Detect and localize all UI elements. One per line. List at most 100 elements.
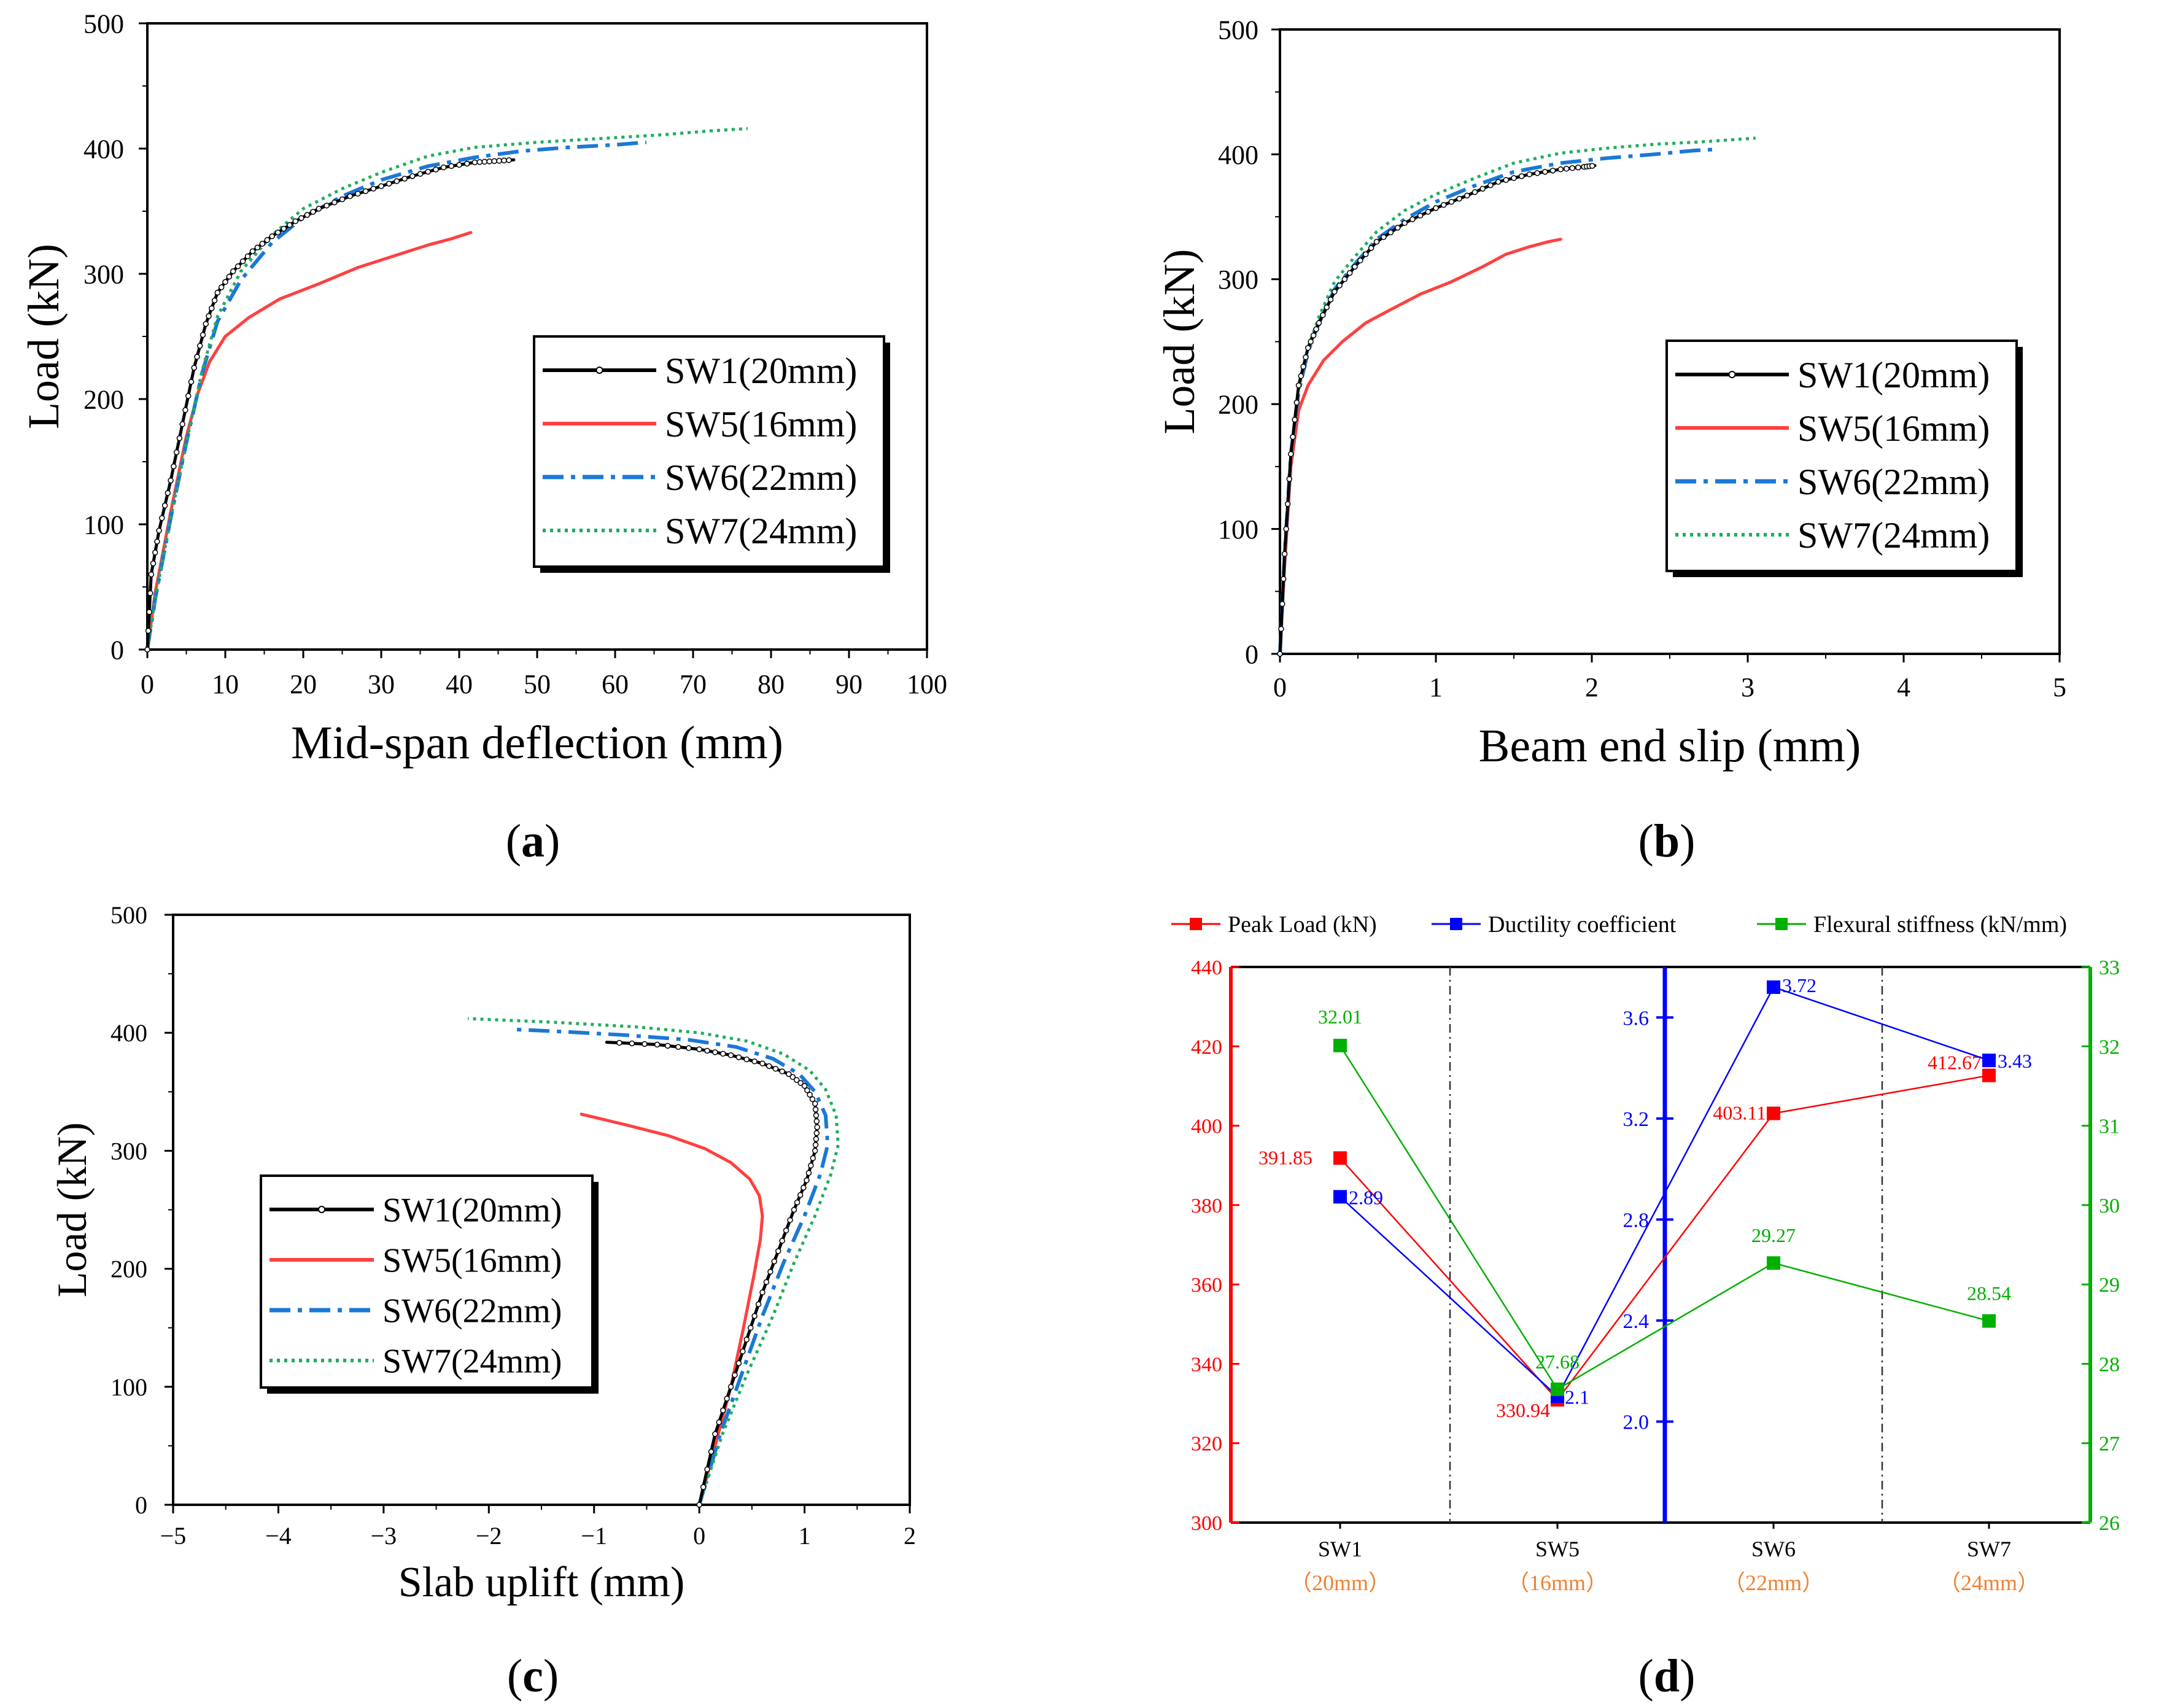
data-point-sw1 [755,1301,762,1308]
data-point-sw1 [1341,276,1348,282]
data-point-sw1 [700,1484,707,1490]
data-point-sw1 [763,1279,770,1285]
data-point-sw1 [292,218,299,225]
y-tick-label: 200 [83,384,124,414]
x-tick-label: 0 [141,669,154,699]
data-point-sw1 [767,1268,773,1275]
left-axis-tick-label: 300 [1191,1512,1222,1535]
left-axis-tick-label: 440 [1191,957,1222,979]
data-point-sw1 [409,173,416,179]
x-tick-label: 100 [907,669,947,699]
data-point-sw1 [779,1068,785,1074]
x-tick-label: 1 [1429,672,1443,702]
data-point-sw1 [173,449,180,456]
data-point-sw1 [1305,344,1311,351]
data-label-ductility: 2.1 [1565,1386,1589,1408]
data-point-sw1 [810,1155,816,1162]
data-point-sw1 [1284,501,1291,507]
category-sublabel: （16mm） [1507,1570,1608,1595]
panel-caption-letter: b [1654,815,1680,867]
data-point-sw1 [1417,212,1424,219]
data-point-sw1 [324,203,330,209]
data-point-sw1 [789,1074,796,1081]
data-point-sw1 [804,1087,810,1093]
data-point-sw1 [481,158,488,165]
legend-label-sw7: SW7(24mm) [665,511,857,551]
data-point-sw1 [805,1170,812,1176]
x-tick-label: −1 [581,1522,607,1550]
data-point-sw1 [759,1060,766,1066]
series-line-sw7 [1278,136,1756,654]
data-point-ductility [1982,1054,1996,1068]
data-point-sw1 [1310,332,1317,339]
chart-c: −5 −4 −3 −2 −1 0 1 2 0 100 200 300 400 500 Slab uplift… [48,901,916,1606]
data-point-sw1 [218,284,225,290]
data-point-sw1 [708,1448,715,1455]
data-label-ductility: 3.43 [1998,1050,2032,1072]
x-tick-label: 10 [212,669,239,699]
data-point-sw1 [766,1063,772,1069]
data-point-sw1 [1303,354,1309,360]
category-label: SW1 [1318,1537,1362,1561]
data-point-sw1 [226,273,233,280]
y-tick-label: 400 [110,1019,147,1047]
middle-axis-tick-label: 3.6 [1623,1007,1650,1030]
legend-label-peak: Peak Load (kN) [1228,912,1377,937]
data-point-sw1 [1589,163,1595,169]
data-point-sw1 [456,161,462,168]
legend-marker [1728,371,1736,378]
data-point-sw1 [1288,451,1294,457]
right-axis-tick-label: 29 [2099,1274,2120,1297]
right-axis-tick-label: 28 [2099,1353,2120,1376]
data-point-sw1 [191,365,197,371]
data-point-sw1 [362,188,369,195]
data-point-sw1 [813,1130,820,1136]
data-point-sw1 [712,1430,718,1437]
panel-caption-open: ( [1638,815,1654,867]
data-point-sw1 [1542,169,1548,175]
data-label-ductility: 2.89 [1349,1186,1383,1208]
data-point-sw1 [1286,476,1292,482]
data-point-sw1 [1346,270,1353,276]
data-point-sw1 [1503,177,1510,183]
data-point-sw1 [370,185,377,192]
data-point-sw1 [476,159,483,165]
data-point-sw1 [727,1052,734,1058]
data-point-sw1 [304,212,311,218]
data-point-sw1 [259,241,266,247]
data-point-sw1 [249,248,256,255]
legend-marker-ductility [1450,918,1462,930]
middle-axis-tick-label: 3.2 [1623,1108,1650,1131]
data-point-sw1 [696,1502,702,1508]
legend-label-sw1: SW1(20mm) [1797,355,1990,395]
legend-label-sw5: SW5(16mm) [382,1242,562,1280]
category-sublabel: （22mm） [1723,1570,1824,1595]
panel-caption-c: (c) [507,1650,559,1702]
data-point-sw1 [719,1050,726,1057]
data-point-sw1 [156,527,162,534]
x-tick-label: −5 [160,1522,187,1550]
data-point-sw1 [686,1045,692,1051]
series-line-sw5 [145,231,473,651]
y-tick-label: 300 [110,1137,147,1165]
data-point-sw1 [1300,363,1306,370]
right-axis-tick-label: 26 [2099,1512,2120,1535]
data-point-sw1 [793,1077,800,1083]
x-tick-label: −3 [371,1522,397,1550]
data-point-sw1 [1298,373,1305,379]
y-axis-title: Load (kN) [19,244,68,429]
x-tick-label: 2 [904,1522,916,1550]
data-point-sw1 [771,1258,778,1265]
data-point-sw1 [206,313,212,319]
data-point-sw1 [786,1071,792,1077]
data-point-sw1 [1563,166,1570,172]
series-line-sw6 [510,1027,830,1505]
x-tick-label: −2 [476,1522,502,1550]
data-point-sw1 [188,379,195,385]
data-point-sw1 [1280,576,1287,582]
data-point-sw1 [1569,165,1575,171]
data-point-sw1 [168,477,174,484]
x-tick-label: 20 [290,669,317,699]
x-axis-title: Beam end slip (mm) [1479,720,1861,772]
data-point-sw1 [1456,195,1462,202]
